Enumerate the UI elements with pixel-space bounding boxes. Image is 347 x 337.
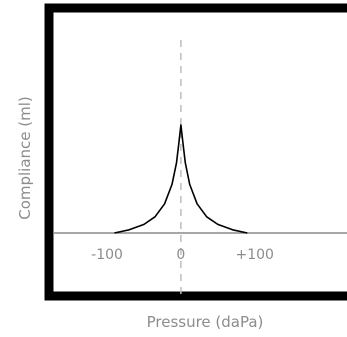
x-axis-label: Pressure (daPa)	[147, 313, 264, 331]
curve-group	[114, 124, 248, 234]
x-tick-labels: -100 0 +100	[91, 247, 274, 263]
x-tick-label: 0	[176, 247, 185, 263]
plot-frame	[44, 3, 347, 301]
x-tick-label: +100	[235, 247, 273, 263]
x-tick-label: -100	[91, 247, 123, 263]
compliance-curve	[114, 124, 248, 234]
y-axis-label: Compliance (ml)	[16, 96, 34, 220]
